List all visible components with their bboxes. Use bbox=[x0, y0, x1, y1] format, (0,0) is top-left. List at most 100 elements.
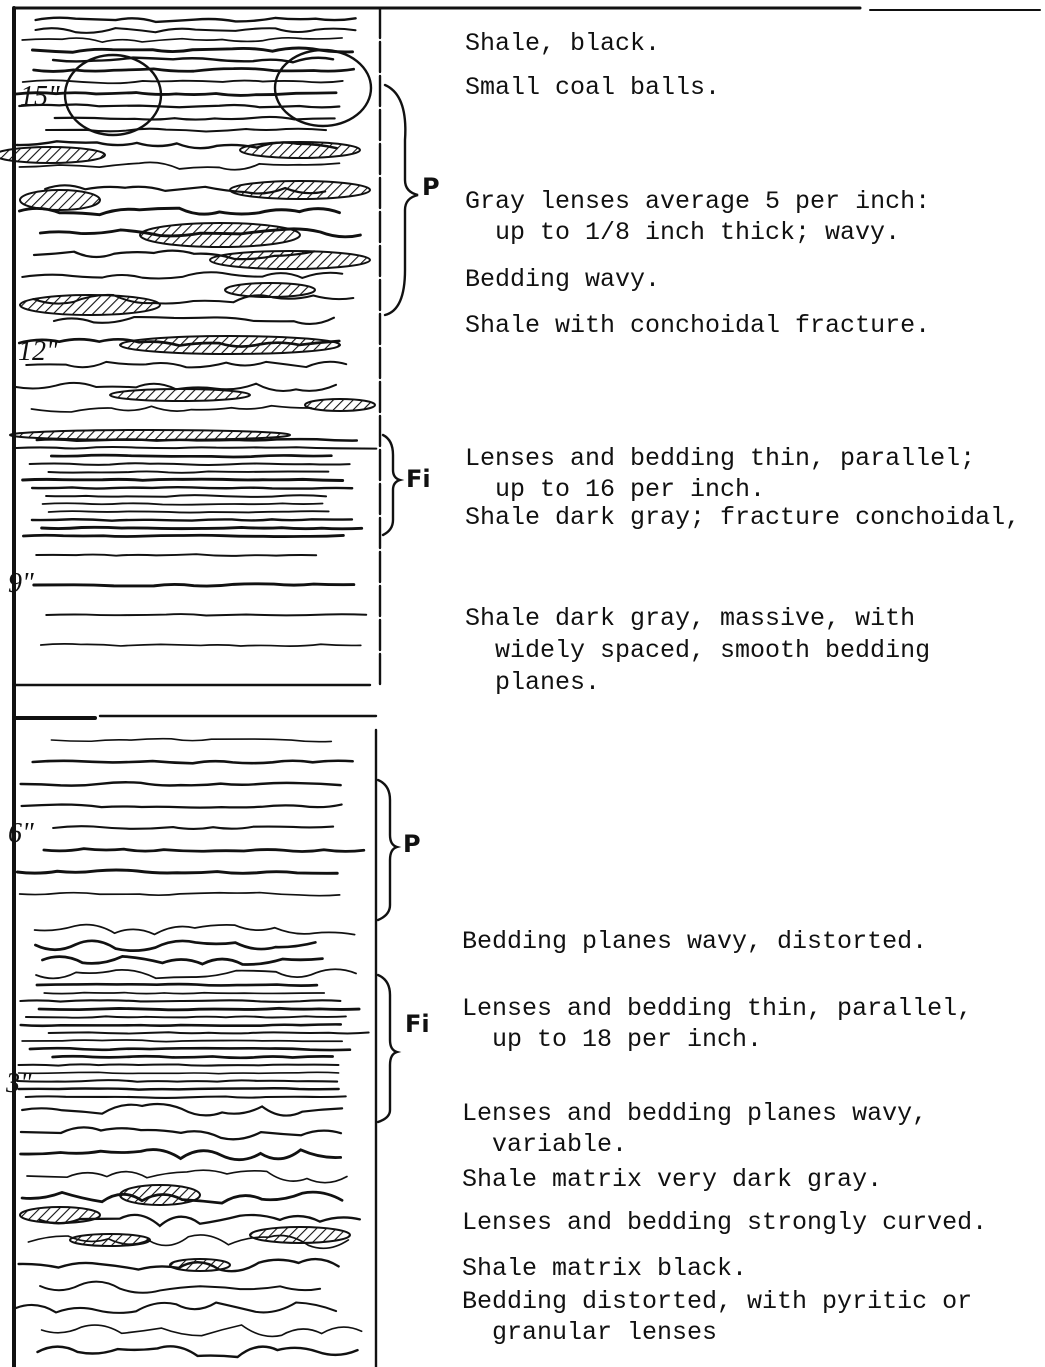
note-line: granular lenses bbox=[492, 1318, 717, 1347]
bedding-line bbox=[21, 1102, 344, 1117]
bedding-line bbox=[19, 1023, 343, 1028]
bedding-line bbox=[19, 999, 342, 1003]
bedding-line bbox=[30, 404, 313, 413]
bracket bbox=[381, 433, 405, 537]
bedding-line bbox=[21, 533, 345, 538]
depth-mark: 15" bbox=[20, 81, 60, 112]
bedding-line bbox=[31, 759, 354, 765]
lens bbox=[119, 1184, 201, 1206]
bedding-line bbox=[50, 737, 333, 743]
lens bbox=[239, 141, 361, 159]
bedding-line bbox=[28, 1046, 352, 1052]
bedding-line bbox=[20, 803, 343, 809]
bracket bbox=[376, 778, 402, 922]
bedding-line bbox=[15, 868, 339, 875]
lens bbox=[119, 335, 341, 355]
note-line: Shale, black. bbox=[465, 29, 660, 58]
bedding-line bbox=[31, 46, 354, 54]
bedding-line bbox=[19, 1148, 343, 1162]
note-line: Lenses and bedding planes wavy, bbox=[462, 1099, 927, 1128]
note-line: widely spaced, smooth bedding bbox=[495, 636, 930, 665]
lens bbox=[209, 250, 371, 270]
lens bbox=[109, 388, 251, 402]
bedding-line bbox=[26, 1169, 348, 1184]
bedding-line bbox=[49, 453, 333, 459]
note-line: Bedding distorted, with pyritic or bbox=[462, 1287, 972, 1316]
bracket bbox=[383, 83, 419, 317]
bedding-line bbox=[28, 462, 351, 466]
lens bbox=[19, 294, 161, 316]
zone-label: P bbox=[422, 173, 440, 201]
bedding-line bbox=[36, 1345, 359, 1359]
bedding-line bbox=[19, 1126, 343, 1141]
bedding-line bbox=[40, 1324, 363, 1338]
depth-mark: 3" bbox=[5, 1068, 32, 1099]
note-line: variable. bbox=[492, 1130, 627, 1159]
bedding-line bbox=[34, 939, 317, 952]
bedding-line bbox=[19, 781, 342, 787]
note-line: Shale dark gray; fracture conchoidal, bbox=[465, 503, 1020, 532]
bedding-line bbox=[24, 1015, 347, 1019]
depth-mark: 6" bbox=[8, 818, 34, 849]
bedding-line bbox=[45, 127, 328, 133]
zone-label: Fi bbox=[405, 1010, 430, 1038]
bedding-line bbox=[18, 103, 341, 109]
note-line: Shale dark gray, massive, with bbox=[465, 604, 915, 633]
bedding-line bbox=[30, 485, 354, 490]
bedding-line bbox=[17, 1071, 340, 1075]
lens bbox=[249, 1226, 351, 1244]
column bbox=[0, 6, 1041, 1367]
bedding-line bbox=[47, 1031, 370, 1035]
depth-mark: 12" bbox=[18, 336, 58, 367]
bedding-line bbox=[17, 1087, 340, 1091]
bedding-line bbox=[40, 525, 364, 531]
lens bbox=[229, 180, 371, 200]
note-line: Shale with conchoidal fracture. bbox=[465, 311, 930, 340]
note-line: up to 16 per inch. bbox=[495, 475, 765, 504]
lens bbox=[69, 1233, 151, 1247]
bedding-line bbox=[52, 825, 335, 830]
bracket bbox=[376, 973, 402, 1124]
bedding-line bbox=[43, 991, 326, 995]
bedding-line bbox=[47, 510, 330, 514]
zone-label: Fi bbox=[406, 465, 431, 493]
note-line: up to 1/8 inch thick; wavy. bbox=[495, 218, 900, 247]
note-line: Small coal balls. bbox=[465, 73, 720, 102]
bedding-line bbox=[35, 982, 319, 987]
bedding-line bbox=[21, 37, 343, 43]
bedding-line bbox=[37, 1006, 361, 1012]
bedding-line bbox=[51, 56, 335, 64]
lens bbox=[224, 282, 316, 298]
lens bbox=[0, 146, 106, 164]
bedding-line bbox=[21, 79, 344, 85]
bedding-line bbox=[39, 643, 362, 647]
bedding-line bbox=[53, 115, 336, 121]
note-line: Lenses and bedding strongly curved. bbox=[462, 1208, 987, 1237]
bedding-line bbox=[14, 91, 338, 97]
lens bbox=[169, 1258, 231, 1272]
bedding-line bbox=[41, 954, 324, 966]
lens bbox=[139, 222, 301, 248]
bedding-line bbox=[35, 968, 357, 980]
bedding-line bbox=[32, 67, 356, 73]
bedding-line bbox=[25, 360, 348, 369]
bedding-line bbox=[15, 445, 378, 450]
note-line: Shale matrix black. bbox=[462, 1254, 747, 1283]
note-line: Bedding wavy. bbox=[465, 265, 660, 294]
depth-mark: 9" bbox=[8, 568, 34, 599]
note-line: Lenses and bedding thin, parallel, bbox=[462, 994, 972, 1023]
bedding-line bbox=[17, 206, 341, 217]
bedding-line bbox=[34, 27, 357, 34]
bedding-line bbox=[33, 923, 356, 936]
note-line: up to 18 per inch. bbox=[492, 1025, 762, 1054]
bedding-line bbox=[21, 477, 345, 482]
bedding-line bbox=[17, 1063, 340, 1067]
bedding-line bbox=[47, 470, 330, 474]
bedding-line bbox=[18, 161, 341, 171]
bedding-line bbox=[34, 16, 357, 24]
zone-label: P bbox=[403, 830, 421, 858]
lens bbox=[19, 189, 101, 211]
lens bbox=[304, 398, 376, 412]
bedding-line bbox=[16, 1079, 339, 1083]
